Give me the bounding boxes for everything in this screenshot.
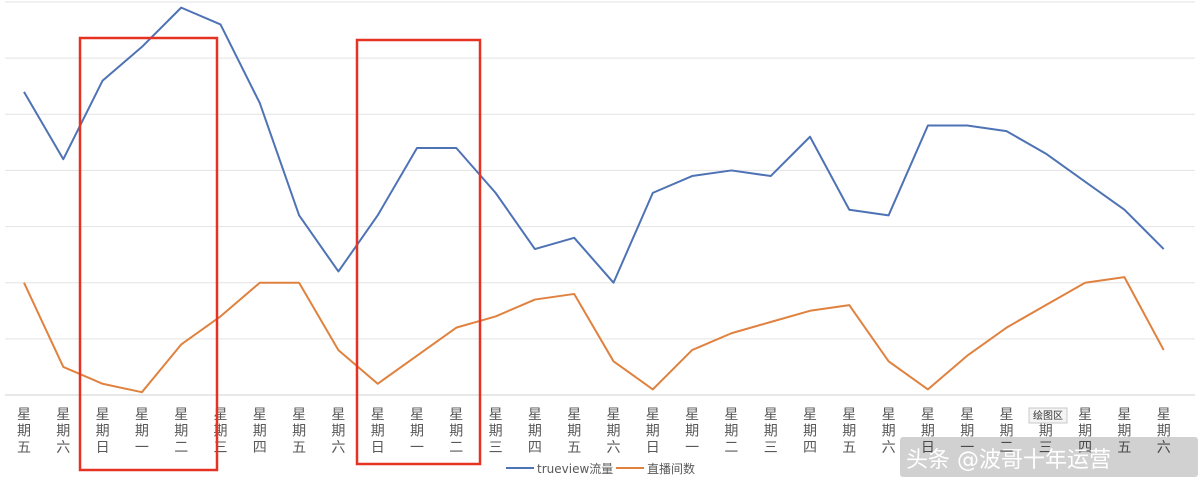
series-lines xyxy=(23,6,1165,394)
x-tick-label: 星期日 xyxy=(96,407,110,456)
x-tick-label: 星期一 xyxy=(410,407,424,456)
x-tick-label: 星期三 xyxy=(214,407,228,456)
x-tick-label: 星期六 xyxy=(1157,407,1171,456)
x-tick-label: 星期一 xyxy=(685,407,699,456)
x-tick-label: 星期二 xyxy=(174,407,188,456)
gridlines xyxy=(5,1,1195,396)
x-tick-label: 星期日 xyxy=(371,407,385,456)
plot-area-tooltip: 绘图区 xyxy=(1028,407,1068,424)
x-tick-label: 星期五 xyxy=(17,407,31,456)
tooltip-label: 绘图区 xyxy=(1033,409,1063,422)
watermark-text: 头条 @波哥十年运营 xyxy=(906,448,1111,473)
legend[interactable]: trueview流量 直播间数 xyxy=(506,461,695,476)
x-tick-label: 星期五 xyxy=(1117,407,1131,456)
x-tick-label: 星期日 xyxy=(921,407,935,456)
highlight-box-1 xyxy=(78,36,219,472)
series-line-live xyxy=(23,276,1165,394)
highlight-boxes xyxy=(78,36,482,472)
x-tick-label: 星期四 xyxy=(803,407,817,456)
x-tick-label: 星期二 xyxy=(449,407,463,456)
x-tick-label: 星期二 xyxy=(1000,407,1014,456)
x-tick-label: 星期五 xyxy=(292,407,306,456)
x-tick-label: 星期六 xyxy=(56,407,70,456)
x-tick-label: 星期六 xyxy=(607,407,621,456)
x-tick-label: 星期三 xyxy=(764,407,778,456)
x-axis-ticks: 星期五 星期六 星期日 星期一 星期二 星期三 星期四 星期五 星期六 星期日 星期一 星期二 星期三 星… xyxy=(17,407,1171,456)
watermark: 头条 @波哥十年运营 xyxy=(900,437,1198,477)
x-tick-label: 星期四 xyxy=(1078,407,1092,456)
series-line-trueview xyxy=(23,6,1165,284)
x-tick-label: 星期六 xyxy=(882,407,896,456)
x-tick-label: 星期日 xyxy=(646,407,660,456)
x-tick-label: 星期一 xyxy=(960,407,974,456)
x-tick-label: 星期三 xyxy=(489,407,503,456)
legend-label-trueview: trueview流量 xyxy=(537,462,613,476)
x-tick-label: 星期六 xyxy=(331,407,345,456)
legend-label-live: 直播间数 xyxy=(647,461,695,476)
x-tick-label: 星期五 xyxy=(842,407,856,456)
x-tick-label: 星期二 xyxy=(724,407,738,456)
x-tick-label: 星期四 xyxy=(528,407,542,456)
x-tick-label: 星期一 xyxy=(135,407,149,456)
x-tick-label: 星期四 xyxy=(253,407,267,456)
highlight-box-2 xyxy=(355,38,482,466)
x-tick-label: 星期五 xyxy=(567,407,581,456)
